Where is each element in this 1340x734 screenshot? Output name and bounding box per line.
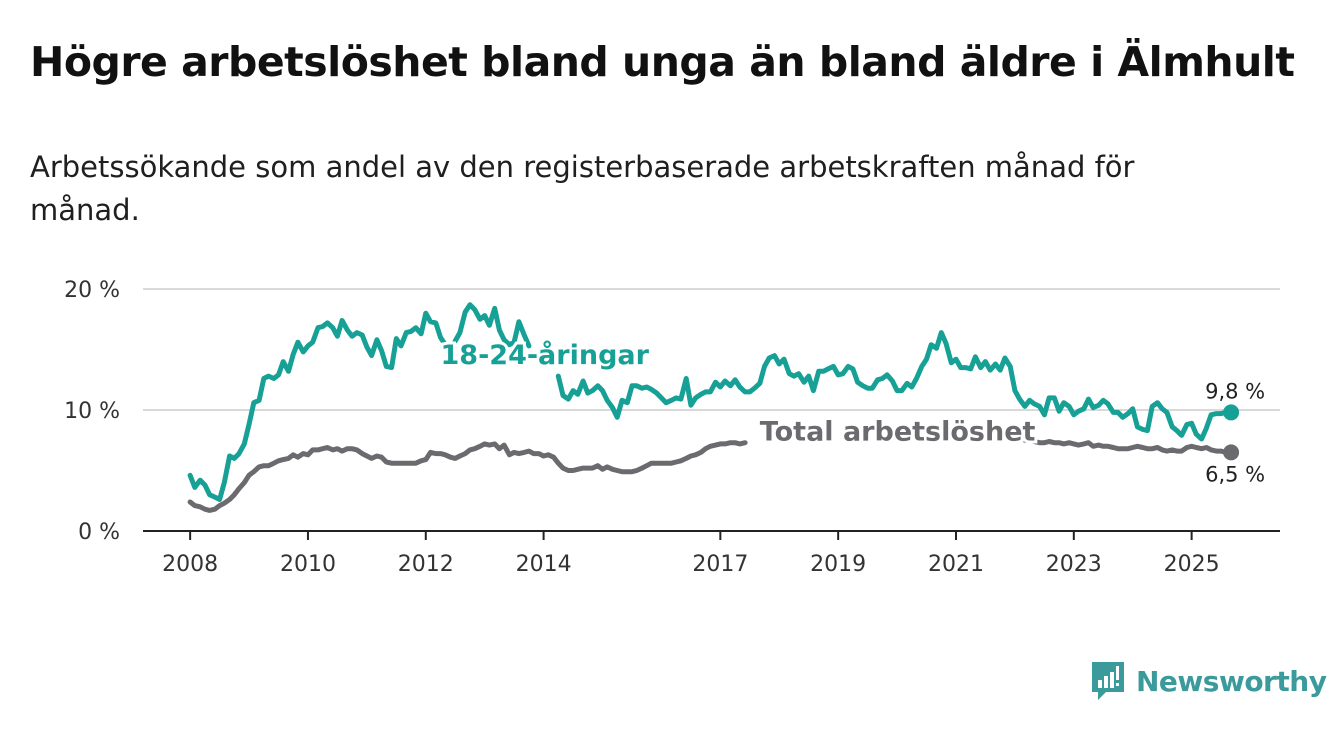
brand-logo: Newsworthy	[1090, 660, 1327, 702]
series-end-label-1: 6,5 %	[1205, 462, 1265, 486]
y-tick-label: 20 %	[64, 278, 120, 303]
series-end-point-1	[1223, 444, 1240, 461]
x-tick-label: 2012	[398, 552, 454, 577]
series-lines	[187, 302, 1240, 513]
x-tick-label: 2008	[162, 552, 218, 577]
newsworthy-logo-icon	[1092, 662, 1124, 700]
x-tick-label: 2025	[1164, 552, 1220, 577]
gridlines	[143, 288, 1280, 411]
x-tick-label: 2023	[1046, 552, 1102, 577]
series-name-label-1: Total arbetslöshet	[760, 416, 1036, 447]
x-tick-label: 2017	[692, 552, 748, 577]
y-tick-label: 0 %	[78, 520, 120, 545]
x-axis-ticks: 2008 2010 2012 2014 2017 2019 2021 2023 2025	[162, 531, 1220, 577]
series-line-1	[187, 432, 1234, 513]
x-tick-label: 2019	[810, 552, 866, 577]
y-axis-ticks: 0 % 10 % 20 %	[64, 278, 120, 545]
y-tick-label: 10 %	[64, 399, 120, 424]
chart-subtitle: Arbetssökande som andel av den registerb…	[30, 150, 1135, 227]
chart-title: Högre arbetslöshet bland unga än bland ä…	[30, 38, 1295, 86]
series-end-label-0: 9,8 %	[1205, 379, 1265, 403]
series-name-label-0: 18-24-åringar	[441, 339, 650, 371]
x-tick-label: 2014	[516, 552, 572, 577]
brand-name: Newsworthy	[1136, 664, 1327, 698]
x-tick-label: 2010	[280, 552, 336, 577]
series-labels: 9,8 % 6,5 % 18-24-åringar Total arbetslöshe…	[438, 336, 1266, 486]
series-end-point-0	[1223, 404, 1240, 421]
x-tick-label: 2021	[928, 552, 984, 577]
series-line-0	[187, 302, 1234, 502]
